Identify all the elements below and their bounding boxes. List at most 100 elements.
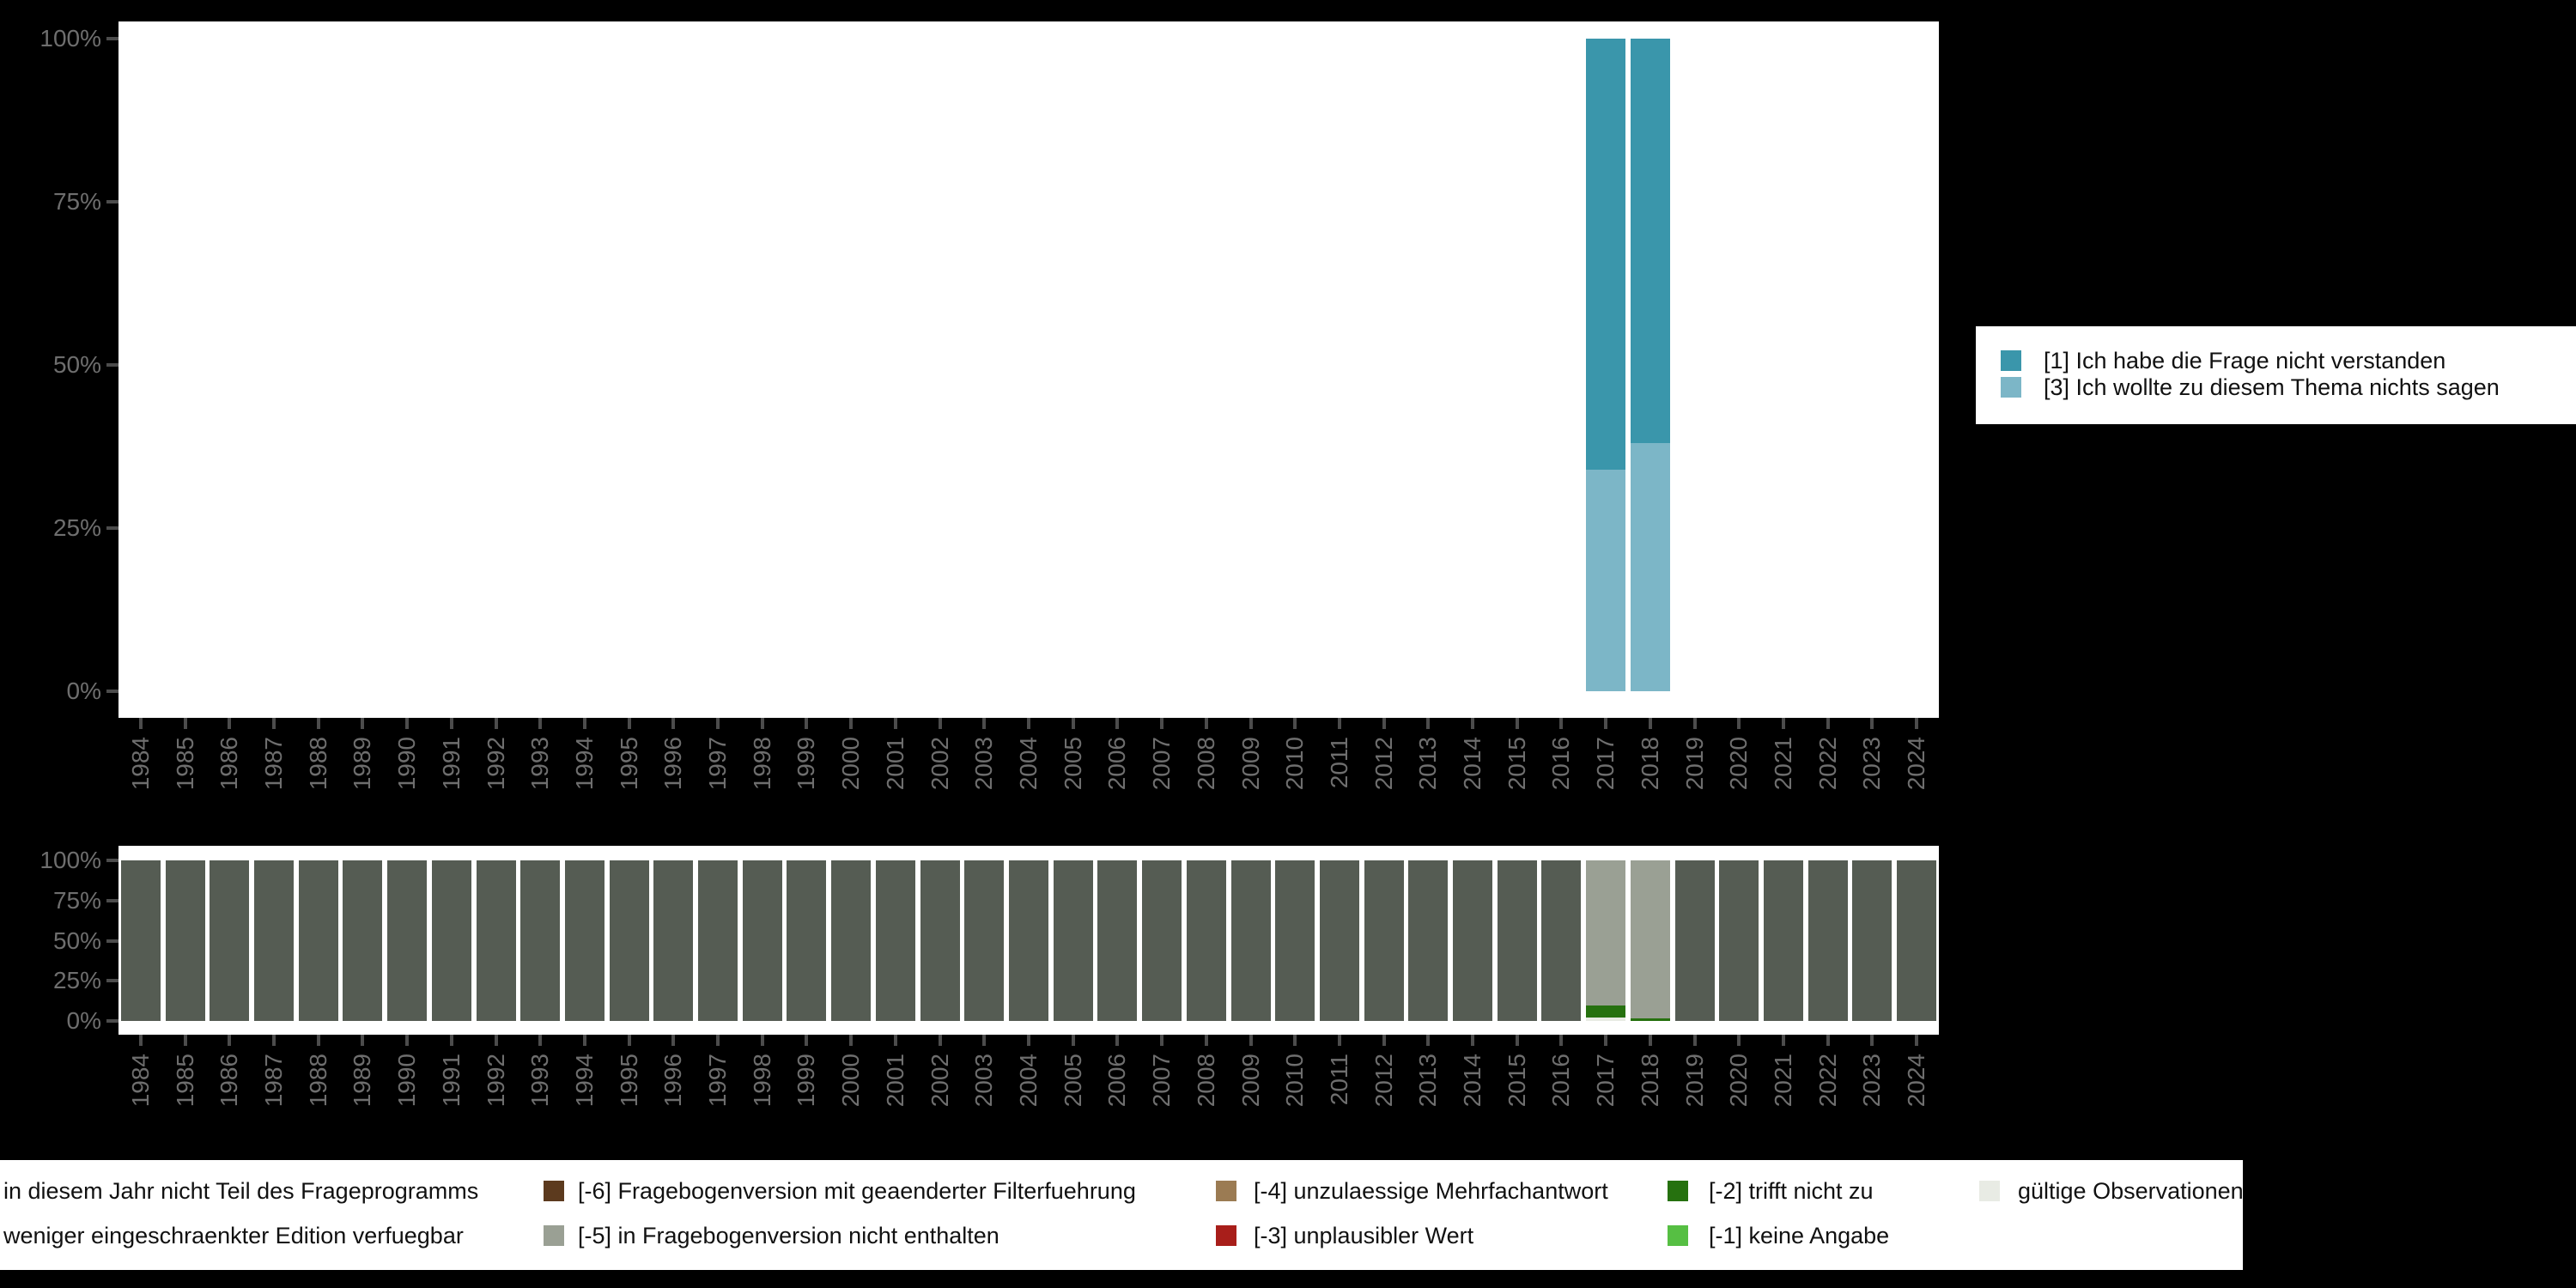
x-tick-label: 1999: [793, 737, 820, 791]
x-tick-label: 2017: [1592, 737, 1619, 791]
x-axis-tick: [1737, 718, 1741, 729]
x-axis-tick: [138, 1035, 143, 1046]
x-axis-tick: [1604, 1035, 1608, 1046]
x-axis-tick: [671, 718, 676, 729]
legend-label: weniger eingeschraenkter Edition verfueg…: [3, 1223, 464, 1249]
bar-segment: [1897, 860, 1937, 1021]
x-tick-label: 2015: [1503, 1054, 1530, 1108]
x-axis-tick: [805, 1035, 809, 1046]
x-tick-label: 1997: [704, 1054, 732, 1108]
x-tick-label: 2024: [1903, 737, 1930, 791]
x-tick-label: 2000: [837, 737, 865, 791]
y-axis-tick: [106, 690, 118, 693]
bar-segment: [564, 860, 605, 1021]
x-axis-tick: [582, 1035, 586, 1046]
x-tick-label: 2024: [1903, 1054, 1930, 1108]
x-tick-label: 1985: [171, 737, 198, 791]
x-axis-tick: [183, 1035, 187, 1046]
x-tick-label: 1998: [748, 737, 775, 791]
x-tick-label: 1994: [570, 737, 598, 791]
x-tick-label: 1988: [304, 1054, 331, 1108]
x-axis-tick: [1737, 1035, 1741, 1046]
bar-segment: [1408, 860, 1449, 1021]
x-tick-label: 2013: [1414, 737, 1442, 791]
bar-segment: [298, 860, 338, 1021]
bar-segment: [831, 860, 872, 1021]
x-axis-tick: [582, 718, 586, 729]
x-tick-label: 2010: [1281, 1054, 1309, 1108]
legend-label: in diesem Jahr nicht Teil des Frageprogr…: [3, 1178, 479, 1204]
x-tick-label: 1994: [570, 1054, 598, 1108]
bar-segment: [1586, 1018, 1626, 1021]
x-tick-label: 1986: [216, 1054, 243, 1108]
y-tick-label: 25%: [52, 967, 101, 994]
x-tick-label: 1998: [748, 1054, 775, 1108]
x-tick-label: 2020: [1725, 1054, 1753, 1108]
y-axis-tick: [106, 979, 118, 983]
x-tick-label: 2008: [1192, 737, 1219, 791]
x-axis-tick: [1160, 1035, 1164, 1046]
bar-segment: [1630, 443, 1670, 691]
x-tick-label: 2009: [1236, 1054, 1264, 1108]
y-tick-label: 75%: [52, 188, 101, 215]
x-axis-tick: [1782, 718, 1786, 729]
x-tick-label: 2012: [1370, 737, 1397, 791]
x-tick-label: 2021: [1770, 737, 1797, 791]
legend-swatch: [2001, 350, 2021, 371]
y-tick-label: 0%: [66, 1007, 101, 1034]
x-axis-tick: [1027, 718, 1030, 729]
y-tick-label: 50%: [52, 351, 101, 378]
x-axis-tick: [849, 1035, 854, 1046]
x-tick-label: 2019: [1680, 1054, 1708, 1108]
x-axis-tick: [271, 718, 276, 729]
legend-label: [-4] unzulaessige Mehrfachantwort: [1254, 1178, 1608, 1204]
x-axis-tick: [805, 718, 809, 729]
x-axis-tick: [1426, 718, 1431, 729]
x-axis-tick: [1782, 1035, 1786, 1046]
x-axis-tick: [671, 1035, 676, 1046]
x-axis-tick: [1515, 718, 1519, 729]
x-axis-tick: [449, 718, 453, 729]
bar-segment: [1319, 860, 1359, 1021]
x-tick-label: 1993: [526, 737, 554, 791]
y-axis-tick: [106, 37, 118, 40]
x-tick-label: 2022: [1814, 737, 1841, 791]
legend-swatch: [544, 1225, 564, 1246]
x-tick-label: 2007: [1148, 737, 1176, 791]
x-axis-tick: [716, 1035, 720, 1046]
x-tick-label: 1985: [171, 1054, 198, 1108]
x-tick-label: 2002: [926, 1054, 953, 1108]
bar-segment: [1630, 1018, 1670, 1021]
x-axis-tick: [228, 1035, 232, 1046]
x-axis-tick: [1426, 1035, 1431, 1046]
x-tick-label: 1995: [615, 737, 642, 791]
x-tick-label: 2010: [1281, 737, 1309, 791]
x-tick-label: 2004: [1015, 1054, 1042, 1108]
bar-segment: [1586, 860, 1626, 1006]
bar-segment: [653, 860, 694, 1021]
x-axis-tick: [228, 718, 232, 729]
x-axis-tick: [183, 718, 187, 729]
x-axis-tick: [938, 718, 942, 729]
legend-label: gültige Observationen: [2018, 1178, 2243, 1204]
y-axis-tick: [106, 526, 118, 530]
values-legend: [1] Ich habe die Frage nicht verstanden[…: [1976, 326, 2576, 424]
x-axis-tick: [316, 718, 320, 729]
x-axis-tick: [893, 1035, 897, 1046]
x-tick-label: 2001: [881, 737, 908, 791]
x-tick-label: 2003: [970, 1054, 998, 1108]
x-axis-tick: [449, 1035, 453, 1046]
legend-label: [-5] in Fragebogenversion nicht enthalte…: [578, 1223, 999, 1249]
x-axis-tick: [1337, 1035, 1341, 1046]
x-axis-tick: [1249, 718, 1253, 729]
bar-segment: [165, 860, 205, 1021]
x-axis-tick: [1648, 718, 1652, 729]
x-tick-label: 1996: [659, 1054, 687, 1108]
bar-segment: [431, 860, 471, 1021]
x-tick-label: 1991: [437, 1054, 465, 1108]
x-tick-label: 1992: [482, 1054, 509, 1108]
bar-segment: [1674, 860, 1715, 1021]
x-axis-tick: [1604, 718, 1608, 729]
x-axis-tick: [1115, 1035, 1120, 1046]
y-axis-tick: [106, 200, 118, 204]
